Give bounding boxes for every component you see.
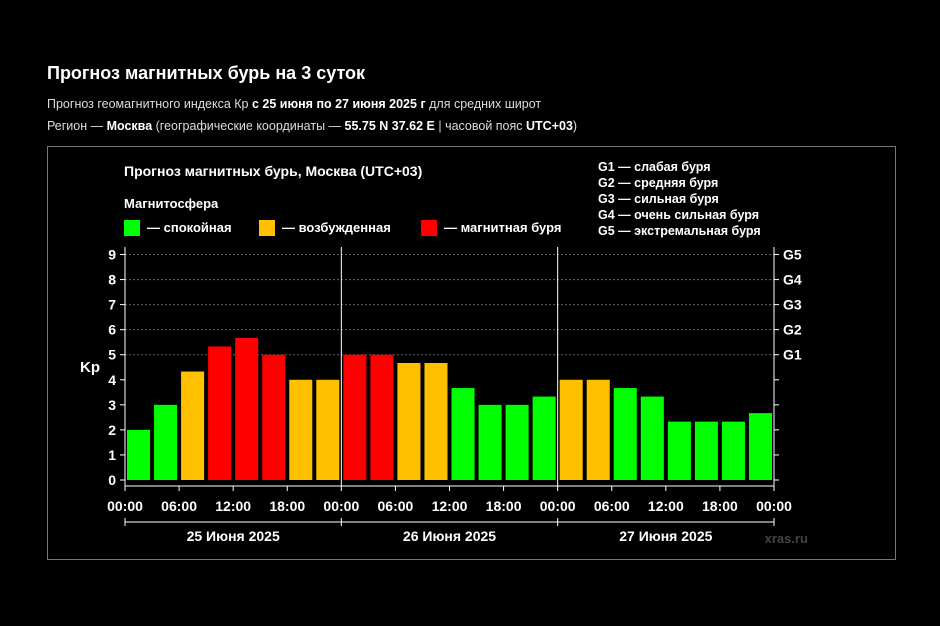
x-tick-label: 00:00 (323, 498, 359, 514)
x-tick-label: 00:00 (540, 498, 576, 514)
kp-bar (370, 354, 394, 480)
chart-panel: Прогноз магнитных бурь, Москва (UTC+03) М… (47, 146, 896, 560)
y-axis-label: Kp (80, 359, 100, 376)
kp-bar (505, 404, 529, 480)
y-tick-label: 5 (108, 347, 116, 363)
y-tick-label: 2 (108, 422, 116, 438)
kp-bar (694, 421, 718, 480)
legend-title: Магнитосфера (124, 196, 219, 211)
y-tick-label: 8 (108, 272, 116, 288)
legend-swatch (421, 220, 437, 236)
x-tick-label: 18:00 (702, 498, 738, 514)
x-tick-label: 18:00 (486, 498, 522, 514)
legend-swatch (124, 220, 140, 236)
region-prefix: Регион — (47, 119, 107, 133)
kp-bar (451, 388, 475, 480)
chart-title: Прогноз магнитных бурь, Москва (UTC+03) (124, 163, 422, 179)
kp-bar (343, 354, 367, 480)
kp-bar (721, 421, 745, 480)
storm-level-label: G3 (783, 297, 802, 313)
kp-bar (640, 396, 664, 480)
day-label: 27 Июня 2025 (619, 528, 712, 544)
legend-label: — возбужденная (282, 220, 391, 235)
date-range: с 25 июня по 27 июня 2025 г (251, 97, 426, 111)
kp-bar (181, 371, 205, 480)
region-suffix: ) (572, 119, 578, 133)
x-tick-label: 12:00 (648, 498, 684, 514)
x-tick-label: 12:00 (215, 498, 251, 514)
y-tick-label: 7 (108, 297, 116, 313)
page-title: Прогноз магнитных бурь на 3 суток (47, 63, 366, 83)
description-suffix: для средних широт (425, 97, 542, 111)
kp-bar (478, 404, 502, 480)
storm-legend-item: G1 — слабая буря (598, 160, 711, 174)
region-description: Регион — Москва (географические координа… (47, 119, 577, 133)
storm-level-label: G2 (783, 322, 802, 338)
x-tick-label: 00:00 (107, 498, 143, 514)
region-name: Москва (106, 119, 153, 133)
kp-bar (262, 354, 286, 480)
kp-bar (559, 379, 583, 480)
kp-bar (397, 362, 421, 480)
x-tick-label: 06:00 (594, 498, 630, 514)
day-label: 26 Июня 2025 (403, 528, 496, 544)
timezone-prefix: | часовой пояс (434, 119, 526, 133)
y-tick-label: 3 (108, 397, 116, 413)
legend-swatch (259, 220, 275, 236)
kp-bar (289, 379, 313, 480)
storm-legend-item: G5 — экстремальная буря (598, 224, 761, 238)
storm-level-label: G5 (783, 247, 802, 263)
legend-label: — спокойная (147, 220, 232, 235)
x-tick-label: 06:00 (161, 498, 197, 514)
storm-level-label: G1 (783, 347, 802, 363)
kp-bar (127, 429, 151, 480)
kp-bar (154, 404, 178, 480)
y-tick-label: 0 (108, 472, 116, 488)
storm-legend-item: G2 — средняя буря (598, 176, 718, 190)
watermark: xras.ru (765, 531, 808, 546)
y-tick-label: 4 (108, 372, 116, 388)
x-tick-label: 18:00 (269, 498, 305, 514)
y-tick-label: 1 (108, 447, 116, 463)
kp-bar (667, 421, 691, 480)
kp-bar (586, 379, 610, 480)
y-tick-label: 6 (108, 322, 116, 338)
timezone: UTC+03 (526, 119, 573, 133)
coordinates: 55.75 N 37.62 E (344, 119, 435, 133)
kp-bar (424, 362, 448, 480)
forecast-description: Прогноз геомагнитного индекса Кр с 25 ию… (47, 97, 541, 111)
x-tick-label: 06:00 (378, 498, 414, 514)
description-prefix: Прогноз геомагнитного индекса Кр (47, 97, 252, 111)
kp-bar (316, 379, 340, 480)
storm-level-label: G4 (783, 272, 802, 288)
coords-prefix: (географические координаты — (152, 119, 345, 133)
kp-bar (613, 388, 637, 480)
storm-legend-item: G3 — сильная буря (598, 192, 719, 206)
day-label: 25 Июня 2025 (187, 528, 280, 544)
storm-legend-item: G4 — очень сильная буря (598, 208, 759, 222)
y-tick-label: 9 (108, 247, 116, 263)
kp-bar (748, 413, 772, 480)
x-tick-label: 12:00 (432, 498, 468, 514)
kp-bar (532, 396, 556, 480)
x-tick-label: 00:00 (756, 498, 792, 514)
kp-forecast-chart: Прогноз магнитных бурь, Москва (UTC+03) М… (80, 160, 808, 546)
kp-bar (235, 337, 259, 480)
legend-label: — магнитная буря (444, 220, 561, 235)
kp-bar (208, 346, 232, 480)
